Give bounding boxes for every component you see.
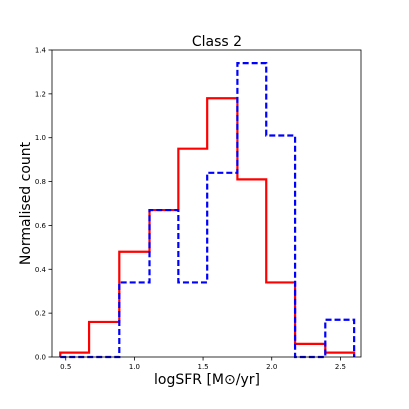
y-tick-label: 0.4	[35, 266, 47, 274]
series-1-step-line	[59, 97, 356, 357]
y-tick-label: 1.4	[35, 47, 47, 55]
y-tick-label: 1.2	[35, 90, 46, 98]
x-tick-label: 0.5	[60, 363, 71, 371]
x-axis: 0.5 1.0 1.5 2.0 2.5	[60, 357, 346, 371]
y-axis-title: Normalised count	[18, 141, 34, 265]
x-tick-label: 1.0	[129, 363, 140, 371]
x-tick-label: 2.5	[335, 363, 346, 371]
x-tick-label: 1.5	[197, 363, 208, 371]
y-tick-label: 0.0	[35, 354, 46, 362]
x-axis-title: logSFR [M⊙/yr]	[154, 372, 260, 388]
y-tick-label: 0.8	[35, 178, 46, 186]
y-axis: 0.0 0.2 0.4 0.6 0.8 1.0 1.2 1.4	[35, 47, 52, 362]
y-tick-label: 1.0	[35, 134, 46, 142]
y-tick-label: 0.2	[35, 310, 46, 318]
x-tick-label: 2.0	[266, 363, 277, 371]
plot-frame	[51, 49, 362, 358]
chart-title: Class 2	[192, 34, 242, 50]
y-tick-label: 0.6	[35, 222, 47, 230]
